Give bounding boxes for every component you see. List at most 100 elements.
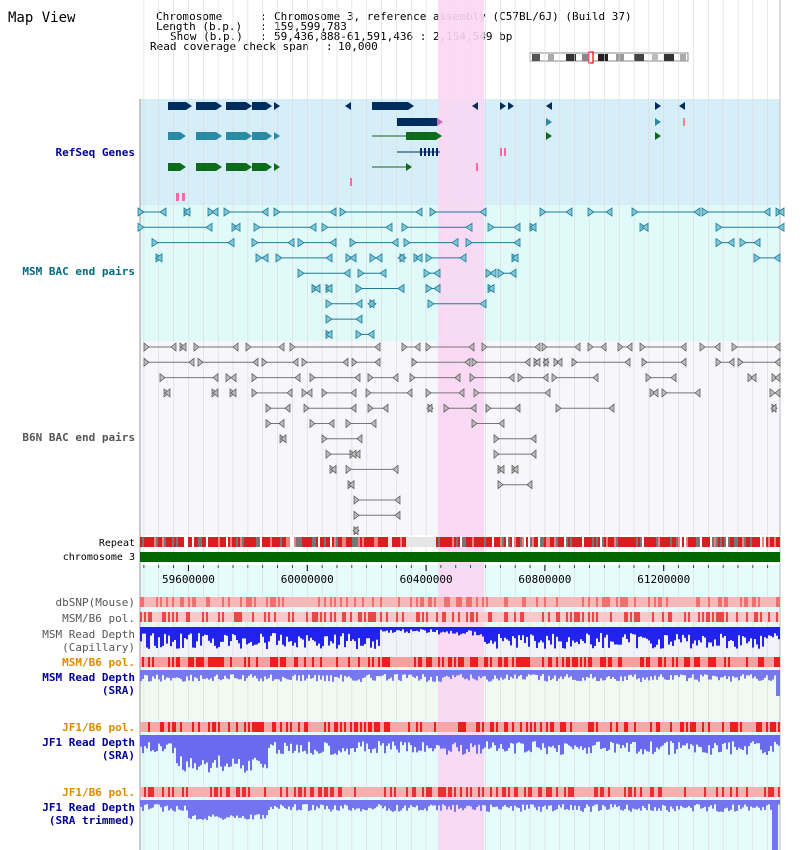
- repeat-track[interactable]: [140, 537, 780, 547]
- track-label-dbsnp[interactable]: dbSNP(Mouse): [55, 596, 135, 609]
- b6n-bac-end: [354, 449, 361, 459]
- jf1-b6-pol-strip-1-cell: [414, 722, 416, 732]
- b6n-bac-end: [280, 434, 287, 444]
- dbsnp-strip-cell: [422, 597, 424, 607]
- track-label-chromosome[interactable]: chromosome 3: [62, 552, 135, 563]
- track-label-repeat[interactable]: Repeat: [98, 538, 135, 549]
- msm-b6-pol-strip-1-cell: [604, 612, 606, 622]
- repeat-element: [474, 537, 476, 547]
- b6n-bac-end: [230, 372, 237, 383]
- jf1-depth-trimmed-bar: [406, 800, 408, 811]
- track-label-refseq[interactable]: RefSeq Genes: [55, 146, 135, 159]
- msm-b6-pol-strip-2[interactable]: [140, 657, 780, 667]
- jf1-depth-sra[interactable]: [140, 735, 780, 773]
- jf1-depth-sra-bar: [448, 735, 450, 751]
- b6n-bac-end: [265, 403, 272, 413]
- msm-depth-capillary-bar: [174, 627, 176, 640]
- dbsnp-strip-cell: [704, 597, 706, 607]
- msm-depth-capillary-bar: [556, 627, 558, 637]
- msm-depth-capillary-bar: [450, 627, 452, 631]
- track-label-jf1-depth-sra[interactable]: JF1 Read Depth (SRA): [42, 736, 135, 762]
- jf1-depth-trimmed-bar: [490, 800, 492, 805]
- jf1-depth-sra-bar: [428, 735, 430, 749]
- track-label-msm-bac[interactable]: MSM BAC end pairs: [22, 265, 135, 278]
- jf1-depth-sra-bar: [546, 735, 548, 755]
- msm-b6-pol-strip-1-cell: [670, 612, 672, 622]
- gene-arrow: [216, 132, 222, 140]
- b6n-bac-end: [345, 418, 352, 429]
- jf1-depth-sra-bar: [258, 735, 260, 762]
- jf1-b6-pol-strip-2-cell: [718, 787, 720, 797]
- jf1-b6-pol-strip-2-cell: [356, 787, 358, 797]
- msm-b6-pol-strip-2-cell: [270, 657, 272, 667]
- jf1-b6-pol-strip-2-cell: [422, 787, 424, 797]
- jf1-depth-sra-bar: [168, 735, 170, 744]
- jf1-depth-sra-bar: [734, 735, 736, 747]
- msm-depth-sra-bar: [446, 670, 448, 676]
- track-label-jf1-b6-pol-1[interactable]: JF1/B6 pol.: [62, 721, 135, 734]
- jf1-b6-pol-strip-2-cell: [568, 787, 570, 797]
- track-label-jf1-depth-trimmed[interactable]: JF1 Read Depth (SRA trimmed): [42, 801, 135, 827]
- jf1-b6-pol-strip-1[interactable]: [140, 722, 780, 732]
- msm-b6-pol-strip-1-cell: [710, 612, 712, 622]
- jf1-b6-pol-strip-2[interactable]: [140, 787, 780, 797]
- track-label-msm-depth-capillary[interactable]: MSM Read Depth (Capillary): [42, 628, 135, 654]
- msm-depth-sra[interactable]: [140, 670, 780, 696]
- repeat-element: [726, 537, 728, 547]
- jf1-depth-trimmed-bar: [310, 800, 312, 811]
- msm-depth-sra-bar: [538, 670, 540, 681]
- msm-b6-pol-strip-1-cell: [560, 612, 562, 622]
- msm-b6-pol-strip-2-cell: [456, 657, 458, 667]
- dbsnp-strip-cell: [232, 597, 234, 607]
- jf1-b6-pol-strip-2-cell: [430, 787, 432, 797]
- b6n-bac-end: [143, 357, 150, 368]
- msm-depth-capillary-bar: [248, 627, 250, 644]
- msm-depth-sra-bar: [298, 670, 300, 676]
- dbsnp-strip-cell: [204, 597, 206, 607]
- msm-depth-sra-bar: [430, 670, 432, 677]
- jf1-depth-trimmed-bar: [336, 800, 338, 811]
- track-label-b6n-bac[interactable]: B6N BAC end pairs: [22, 431, 135, 444]
- msm-depth-sra-bar: [302, 670, 304, 675]
- repeat-element: [178, 537, 180, 547]
- dbsnp-strip[interactable]: [140, 597, 780, 607]
- dbsnp-strip-cell: [576, 597, 578, 607]
- msm-b6-pol-strip-1-cell: [698, 612, 700, 622]
- jf1-b6-pol-strip-2-cell: [334, 787, 336, 797]
- msm-depth-capillary-bar: [546, 627, 548, 636]
- msm-b6-pol-strip-1[interactable]: [140, 612, 780, 622]
- msm-b6-pol-strip-2-cell: [200, 657, 202, 667]
- track-label-msm-b6-pol-2[interactable]: MSM/B6 pol.: [62, 656, 135, 669]
- highlight-region[interactable]: [437, 0, 485, 850]
- repeat-element: [708, 537, 710, 547]
- msm-depth-sra-bar: [212, 670, 214, 681]
- dbsnp-strip-cell: [332, 597, 334, 607]
- track-label-msm-depth-sra[interactable]: MSM Read Depth (SRA): [42, 671, 135, 697]
- track-label-msm-b6-pol-1[interactable]: MSM/B6 pol.: [62, 612, 135, 625]
- b6n-bac-end: [774, 372, 781, 383]
- jf1-b6-pol-strip-1-cell: [166, 722, 168, 732]
- dbsnp-strip-cell: [564, 597, 566, 607]
- jf1-b6-pol-strip-1-cell: [566, 722, 568, 732]
- dbsnp-strip-cell: [734, 597, 736, 607]
- track-label-jf1-b6-pol-2[interactable]: JF1/B6 pol.: [62, 786, 135, 799]
- repeat-element: [536, 537, 538, 547]
- msm-depth-sra-bar: [346, 670, 348, 678]
- msm-depth-capillary[interactable]: [140, 627, 780, 649]
- feature-layer[interactable]: [137, 102, 785, 850]
- msm-b6-pol-strip-2-cell: [264, 657, 266, 667]
- msm-depth-capillary-bar: [286, 627, 288, 637]
- jf1-b6-pol-strip-2-cell: [270, 787, 272, 797]
- jf1-depth-sra-bar: [372, 735, 374, 750]
- msm-depth-sra-bar: [396, 670, 398, 675]
- repeat-element: [618, 537, 620, 547]
- jf1-b6-pol-strip-1-cell: [586, 722, 588, 732]
- repeat-element: [696, 537, 698, 547]
- msm-depth-sra-bar: [258, 670, 260, 682]
- chromosome-ideogram[interactable]: [529, 51, 689, 64]
- gene-arrow: [186, 102, 192, 110]
- jf1-depth-sra-bar: [420, 735, 422, 751]
- jf1-depth-trimmed[interactable]: [140, 800, 780, 850]
- repeat-element: [260, 537, 262, 547]
